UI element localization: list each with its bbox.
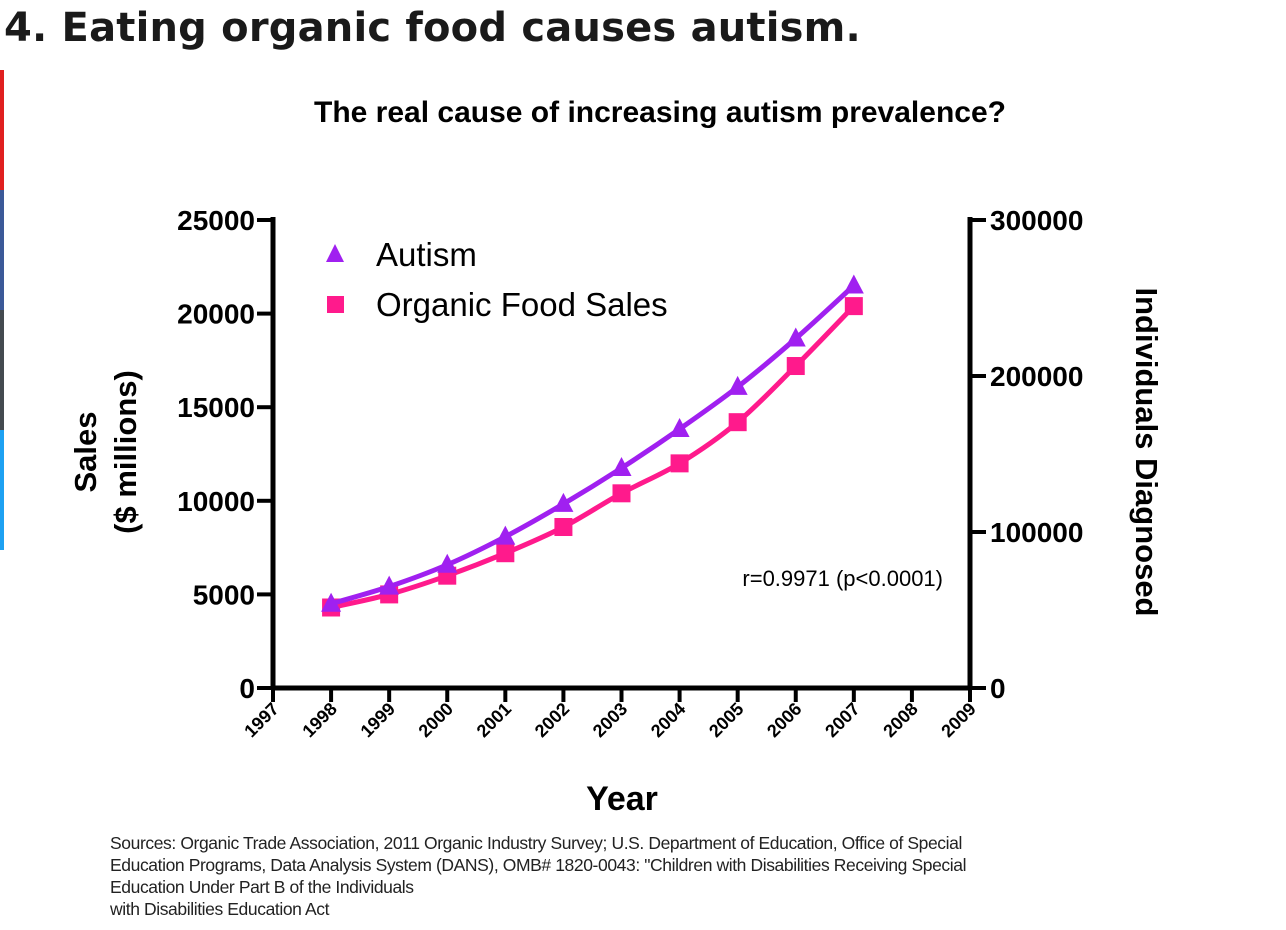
x-tick-label: 2009 bbox=[937, 699, 979, 741]
x-tick-label: 1999 bbox=[357, 699, 399, 741]
y-axis-left-label: Sales ($ millions) bbox=[68, 370, 143, 534]
x-tick-label: 1998 bbox=[298, 699, 340, 741]
x-axis-label: Year bbox=[586, 780, 658, 818]
sources-note: Sources: Organic Trade Association, 2011… bbox=[110, 832, 1230, 920]
autism-point bbox=[379, 575, 400, 595]
correlation-annotation: r=0.9971 (p<0.0001) bbox=[742, 566, 943, 591]
y-left-tick-label: 20000 bbox=[177, 299, 255, 330]
organic-point bbox=[844, 297, 863, 316]
legend-autism-marker bbox=[326, 244, 344, 262]
organic-series-line bbox=[330, 304, 856, 610]
series bbox=[321, 274, 864, 617]
organic-point bbox=[670, 454, 689, 473]
share-strip-blue[interactable] bbox=[0, 190, 4, 310]
autism-point bbox=[727, 375, 748, 395]
x-tick-label: 2002 bbox=[531, 699, 573, 741]
y-left-tick-label: 5000 bbox=[193, 579, 255, 610]
organic-point bbox=[728, 413, 747, 432]
x-tick-label: 2003 bbox=[589, 699, 631, 741]
autism-point bbox=[843, 274, 864, 294]
autism-point bbox=[437, 553, 458, 573]
share-strip-sky[interactable] bbox=[0, 430, 4, 550]
y-axis-left-ticks: 0 5000 10000 15000 20000 25000 bbox=[177, 205, 273, 704]
autism-series-line bbox=[330, 283, 856, 607]
organic-point bbox=[612, 484, 631, 503]
y-left-tick-label: 15000 bbox=[177, 392, 255, 423]
autism-point bbox=[611, 457, 632, 477]
y-axis-left-label-line-2: ($ millions) bbox=[108, 370, 143, 534]
y-left-tick-label: 25000 bbox=[177, 205, 255, 236]
y-right-tick-label: 0 bbox=[990, 673, 1006, 704]
autism-point bbox=[669, 418, 690, 438]
autism-point bbox=[553, 492, 574, 512]
sources-line-1: Sources: Organic Trade Association, 2011… bbox=[110, 833, 962, 853]
autism-point bbox=[321, 592, 342, 612]
share-strip-dark[interactable] bbox=[0, 310, 4, 430]
x-tick-label: 2006 bbox=[763, 699, 805, 741]
x-tick-label: 2008 bbox=[879, 699, 921, 741]
x-tick-label: 2000 bbox=[415, 699, 457, 741]
legend-organic-marker bbox=[327, 296, 344, 313]
x-tick-label: 1997 bbox=[240, 699, 282, 741]
x-tick-label: 2004 bbox=[647, 699, 689, 741]
y-right-tick-label: 300000 bbox=[990, 205, 1083, 236]
chart-title: The real cause of increasing autism prev… bbox=[314, 96, 1006, 129]
sources-line-3: Education Under Part B of the Individual… bbox=[110, 877, 414, 897]
page-heading: 4. Eating organic food causes autism. bbox=[4, 5, 861, 51]
organic-point bbox=[786, 357, 805, 376]
share-strip-red[interactable] bbox=[0, 70, 4, 190]
y-left-tick-label: 0 bbox=[239, 673, 255, 704]
autism-point bbox=[495, 525, 516, 545]
organic-point bbox=[496, 544, 515, 563]
y-right-tick-label: 100000 bbox=[990, 517, 1083, 548]
y-right-tick-label: 200000 bbox=[990, 361, 1083, 392]
legend-organic-label: Organic Food Sales bbox=[376, 286, 668, 323]
x-tick-label: 2005 bbox=[705, 699, 747, 741]
y-axis-right-ticks: 0 100000 200000 300000 bbox=[970, 205, 1083, 704]
sources-line-4: with Disabilities Education Act bbox=[110, 899, 330, 919]
x-axis-ticks: 1997 1998 1999 2000 2001 2002 2003 2004 2005 2006… bbox=[240, 688, 980, 741]
sources-line-2: Education Programs, Data Analysis System… bbox=[110, 855, 967, 875]
autism-point bbox=[785, 327, 806, 347]
y-axis-right-label: Individuals Diagnosed bbox=[1129, 288, 1164, 617]
x-tick-label: 2001 bbox=[473, 699, 515, 741]
y-axis-left-label-line-1: Sales bbox=[68, 411, 103, 492]
x-tick-label: 2007 bbox=[821, 699, 863, 741]
y-left-tick-label: 10000 bbox=[177, 486, 255, 517]
legend-autism-label: Autism bbox=[376, 236, 477, 273]
chart: The real cause of increasing autism prev… bbox=[68, 96, 1164, 818]
legend: Autism Organic Food Sales bbox=[326, 236, 668, 323]
organic-point bbox=[554, 518, 573, 537]
